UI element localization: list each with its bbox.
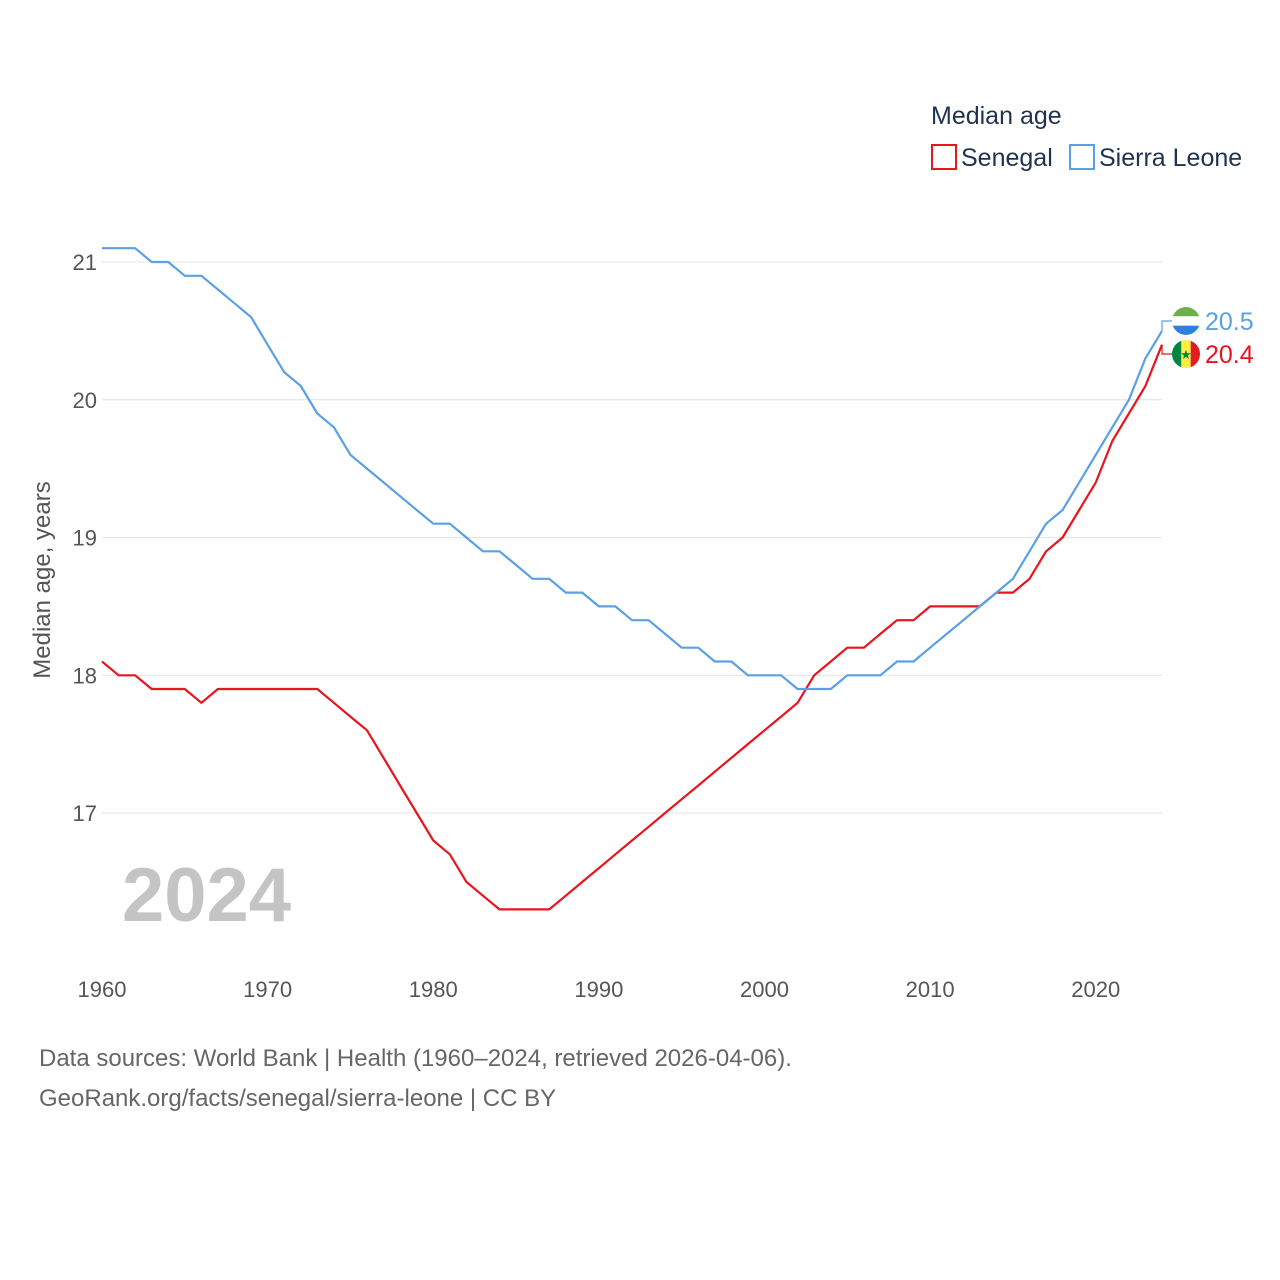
x-tick-label: 2020 [1071,977,1120,1002]
y-axis-title: Median age, years [29,481,56,678]
legend: Median age Senegal Sierra Leone [931,102,1242,172]
y-tick-label: 19 [73,526,97,551]
legend-label: Senegal [961,144,1053,172]
end-value-label: 20.4 [1205,341,1254,369]
y-axis-ticks: 17 18 19 20 21 [73,250,97,826]
series-end-markers: ★ 20.4 20.5 [1161,307,1254,369]
legend-label: Sierra Leone [1099,144,1242,172]
end-connector [1161,320,1172,331]
x-tick-label: 1960 [78,977,127,1002]
y-tick-label: 18 [73,663,97,688]
x-tick-label: 1980 [409,977,458,1002]
gridlines [102,261,1162,814]
x-tick-label: 2000 [740,977,789,1002]
sierra-leone-flag-icon [1172,307,1200,335]
y-tick-label: 17 [73,801,97,826]
x-tick-label: 1990 [574,977,623,1002]
x-tick-label: 1970 [243,977,292,1002]
end-connector [1161,344,1172,355]
svg-text:★: ★ [1180,347,1192,362]
series-lines [101,247,1164,911]
x-axis-ticks: 1960 1970 1980 1990 2000 2010 2020 [78,977,1121,1002]
legend-item-senegal[interactable]: Senegal [931,144,1053,172]
x-tick-label: 2010 [906,977,955,1002]
legend-item-sierra-leone[interactable]: Sierra Leone [1069,144,1242,172]
y-tick-label: 21 [73,250,97,275]
end-value-label: 20.5 [1205,308,1254,336]
y-tick-label: 20 [73,388,97,413]
legend-title: Median age [931,102,1062,130]
series-line-senegal [101,344,1164,911]
series-line-sierra-leone [102,247,1163,691]
year-watermark: 2024 [122,853,291,938]
legend-swatch [1069,144,1095,170]
footer-link[interactable]: GeoRank.org/facts/senegal/sierra-leone |… [39,1085,557,1112]
senegal-flag-icon: ★ [1172,340,1200,368]
legend-swatch [931,144,957,170]
footer-sources: Data sources: World Bank | Health (1960–… [39,1045,792,1072]
